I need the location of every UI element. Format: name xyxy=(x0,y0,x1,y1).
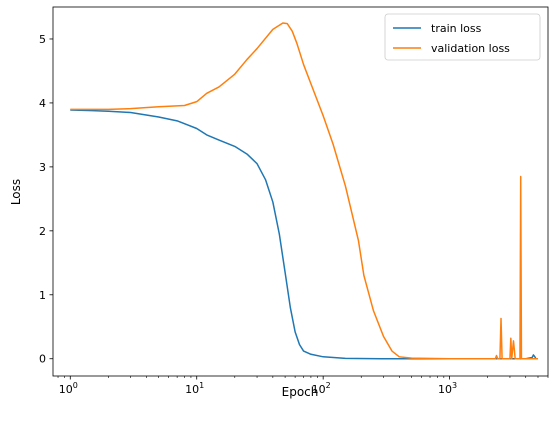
y-tick-label-4: 4 xyxy=(39,97,46,110)
y-tick-label-0: 0 xyxy=(39,353,46,366)
series-line-0 xyxy=(70,109,537,360)
x-axis-label: Epoch xyxy=(282,385,319,399)
y-axis: 0 1 2 3 4 5 xyxy=(39,33,53,366)
y-tick-label-1: 1 xyxy=(39,289,46,302)
x-tick-label-1: 101 xyxy=(185,381,204,396)
y-axis-label: Loss xyxy=(9,179,23,205)
x-tick-label-2: 102 xyxy=(312,381,331,396)
legend: train loss validation loss xyxy=(384,13,541,61)
plot-lines xyxy=(70,22,538,360)
legend-label-1: validation loss xyxy=(431,42,510,55)
y-tick-label-5: 5 xyxy=(39,33,46,46)
plot-frame xyxy=(52,6,549,377)
x-tick-label-3: 103 xyxy=(438,381,457,396)
series-line-1 xyxy=(70,22,538,360)
y-tick-label-2: 2 xyxy=(39,225,46,238)
x-tick-label-0: 100 xyxy=(59,381,78,396)
y-tick-label-3: 3 xyxy=(39,161,46,174)
legend-label-0: train loss xyxy=(431,22,482,35)
x-axis: 100 101 102 103 xyxy=(57,376,549,396)
legend-box xyxy=(384,13,541,61)
